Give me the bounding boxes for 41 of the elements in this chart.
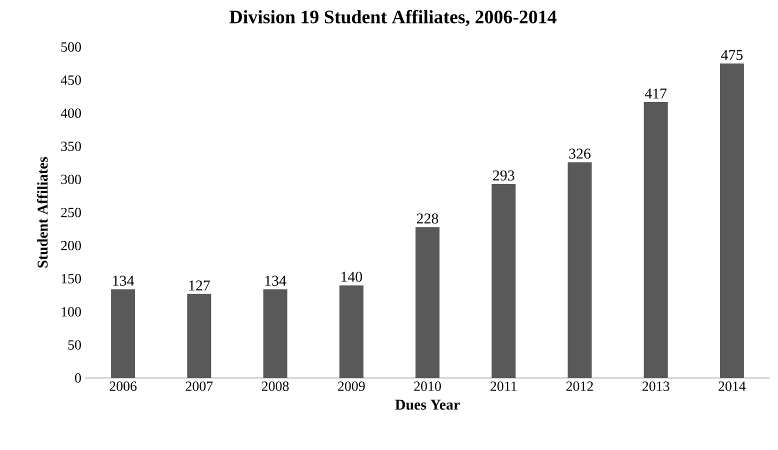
x-tick-label: 2014 bbox=[718, 382, 746, 391]
data-label: 417 bbox=[644, 88, 667, 98]
x-tick-label: 2011 bbox=[490, 382, 516, 391]
data-label: 140 bbox=[341, 272, 362, 282]
chart-title: Division 19 Student Affiliates, 2006-2014 bbox=[230, 10, 556, 26]
x-tick-label: 2008 bbox=[262, 382, 289, 391]
y-tick-label: 400 bbox=[60, 108, 81, 118]
data-label: 475 bbox=[721, 50, 743, 60]
data-label: 134 bbox=[265, 276, 286, 286]
y-tick-label: 200 bbox=[61, 240, 81, 250]
bar bbox=[568, 162, 592, 378]
data-label: 228 bbox=[416, 213, 438, 224]
x-axis-title: Dues Year bbox=[395, 400, 460, 410]
x-tick-label: 2007 bbox=[186, 382, 213, 391]
y-tick-label: 500 bbox=[61, 42, 81, 52]
bar bbox=[720, 64, 744, 378]
y-tick-label: 350 bbox=[61, 142, 81, 152]
data-label: 293 bbox=[493, 170, 514, 181]
y-tick-label: 0 bbox=[75, 373, 81, 383]
x-tick-label: 2006 bbox=[110, 382, 137, 391]
x-tick-label: 2012 bbox=[566, 382, 593, 391]
y-tick-label: 150 bbox=[62, 274, 81, 284]
data-label: 127 bbox=[189, 280, 210, 290]
bar bbox=[339, 285, 364, 378]
bar bbox=[492, 184, 516, 378]
x-tick-label: 2010 bbox=[414, 382, 441, 391]
bar bbox=[263, 289, 288, 378]
y-tick-label: 300 bbox=[61, 174, 81, 184]
y-tick-label: 250 bbox=[61, 208, 81, 218]
y-tick-label: 50 bbox=[68, 340, 81, 350]
y-tick-label: 100 bbox=[62, 307, 81, 317]
data-label: 326 bbox=[569, 148, 590, 159]
bar bbox=[187, 294, 212, 378]
x-tick-label: 2013 bbox=[642, 382, 670, 391]
bar bbox=[111, 289, 136, 378]
x-tick-label: 2009 bbox=[338, 382, 365, 391]
bar bbox=[644, 102, 668, 378]
bar bbox=[416, 227, 440, 378]
data-label: 134 bbox=[113, 276, 134, 286]
y-axis-title: Student Affiliates bbox=[37, 157, 48, 268]
y-tick-label: 450 bbox=[60, 75, 81, 85]
